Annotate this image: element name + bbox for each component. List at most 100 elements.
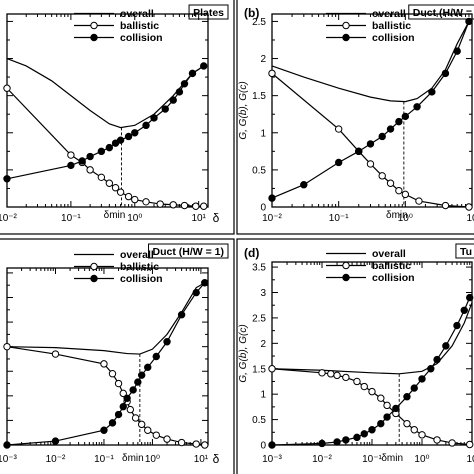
y-axis-label: G, G(b), G(c) xyxy=(238,81,249,139)
series-ballistic xyxy=(268,365,474,449)
data-point-collision xyxy=(353,433,361,442)
data-point-ballistic xyxy=(327,370,335,378)
series-line-ballistic xyxy=(6,346,205,446)
data-point-ballistic xyxy=(403,419,411,428)
y-axis-label: G, G(b), G(c) xyxy=(238,324,249,382)
legend-label: ballistic xyxy=(120,20,159,32)
x-tick-label: 10⁰ xyxy=(398,213,413,224)
data-point-collision xyxy=(334,158,343,167)
y-tick-label: 2.5 xyxy=(252,313,266,324)
series-collision xyxy=(268,17,473,202)
legend-marker xyxy=(90,274,98,283)
data-point-ballistic xyxy=(108,370,117,378)
data-point-ballistic xyxy=(418,431,426,439)
y-tick-label: 3 xyxy=(260,288,266,299)
data-point-ballistic xyxy=(3,84,11,92)
delta-min-label: δmin xyxy=(381,453,403,464)
data-point-collision xyxy=(86,152,94,161)
legend-label: ballistic xyxy=(120,261,159,273)
panel-title: Plates xyxy=(193,7,224,19)
legend-label: collision xyxy=(120,273,163,285)
legend-label: overall xyxy=(372,248,406,260)
data-point-ballistic xyxy=(100,360,108,368)
data-point-ballistic xyxy=(395,186,403,195)
panel-frame xyxy=(0,238,235,474)
data-point-collision xyxy=(318,439,326,448)
data-point-ballistic xyxy=(131,414,140,422)
data-point-collision xyxy=(67,161,75,170)
data-point-ballistic xyxy=(114,379,123,388)
data-point-collision xyxy=(418,375,426,383)
data-point-collision xyxy=(401,112,410,121)
y-tick-label: 0 xyxy=(260,203,266,214)
data-point-ballistic xyxy=(334,125,343,133)
y-tick-label: 0.5 xyxy=(252,165,266,176)
y-tick-label: 2 xyxy=(260,54,266,65)
data-point-ballistic xyxy=(67,151,75,159)
data-point-ballistic xyxy=(378,172,386,180)
series-ballistic xyxy=(268,69,473,211)
data-point-collision xyxy=(378,132,386,141)
data-point-collision xyxy=(268,441,276,449)
chart-panel-3: 10⁻³ 10⁻² 10⁻¹ 10⁰ 10¹ δmin overallballisticco… xyxy=(0,238,235,474)
series-overall xyxy=(6,57,205,129)
data-point-collision xyxy=(161,105,169,113)
data-point-collision xyxy=(366,140,375,148)
x-tick-label: 10⁻² xyxy=(312,454,332,465)
panel-title-box xyxy=(148,243,229,259)
data-point-collision xyxy=(188,69,197,78)
data-point-ballistic xyxy=(152,431,160,439)
data-point-collision xyxy=(442,342,450,350)
legend-label: collision xyxy=(372,32,415,44)
data-point-ballistic xyxy=(97,173,106,182)
data-point-collision xyxy=(116,136,125,144)
data-point-ballistic xyxy=(342,373,350,382)
delta-min-label: δmin xyxy=(386,210,408,221)
data-point-collision xyxy=(413,103,421,111)
data-point-collision xyxy=(3,175,11,183)
data-point-collision xyxy=(124,132,133,141)
series-overall xyxy=(271,21,470,103)
legend-marker xyxy=(90,21,98,30)
y-tick-label: 1.5 xyxy=(252,91,266,102)
x-tick-label: 10⁰ xyxy=(145,454,160,465)
data-point-collision xyxy=(169,96,177,104)
data-point-collision xyxy=(114,410,123,419)
y-tick-label: 1 xyxy=(260,128,266,139)
plot-area xyxy=(271,261,473,446)
data-point-collision xyxy=(383,413,391,421)
data-point-ballistic xyxy=(163,435,171,443)
x-axis-label: δ xyxy=(213,452,220,466)
data-point-collision xyxy=(163,338,171,346)
data-point-collision xyxy=(201,279,209,287)
data-point-ballistic xyxy=(177,438,186,447)
data-point-collision xyxy=(134,378,142,386)
panel-title: Duct (H/W = xyxy=(413,7,472,19)
data-point-collision xyxy=(129,386,137,394)
y-tick-label: 3.5 xyxy=(252,263,266,274)
data-point-collision xyxy=(428,88,436,96)
data-point-ballistic xyxy=(86,166,94,174)
plot-area xyxy=(6,13,209,208)
y-tick-label: 1.5 xyxy=(252,364,266,375)
x-tick-label: 10⁻² xyxy=(262,213,282,224)
data-point-collision xyxy=(200,62,208,70)
data-point-ballistic xyxy=(116,188,125,196)
data-point-collision xyxy=(105,143,114,152)
panel-title-box xyxy=(455,243,474,259)
x-tick-label: 10⁰ xyxy=(414,454,429,465)
chart-panel-1: 10⁻² 10⁻¹ 10⁰ 10¹ δmin overallballisticcollis… xyxy=(0,0,235,235)
data-point-collision xyxy=(466,293,474,302)
data-point-collision xyxy=(119,402,127,411)
data-point-collision xyxy=(144,363,152,372)
y-tick-label: 2.5 xyxy=(252,17,266,28)
data-point-collision xyxy=(427,365,435,373)
data-point-ballistic xyxy=(126,405,135,414)
data-point-collision xyxy=(142,121,150,130)
data-point-ballistic xyxy=(192,440,200,448)
data-point-ballistic xyxy=(386,179,395,187)
x-tick-label: 10 xyxy=(466,454,474,465)
panel-title-box xyxy=(408,4,474,20)
panel-frame xyxy=(236,238,474,474)
